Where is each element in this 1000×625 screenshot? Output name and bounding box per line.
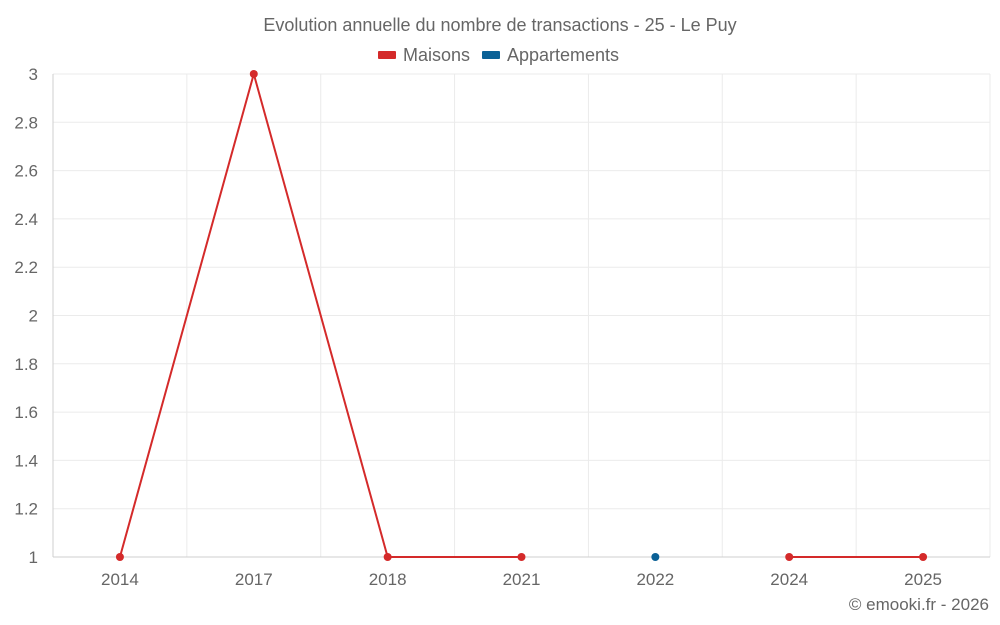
y-tick-label: 1 <box>29 548 38 567</box>
data-point-maisons[interactable] <box>383 553 392 561</box>
y-tick-label: 1.6 <box>14 403 38 422</box>
data-point-maisons[interactable] <box>785 553 794 561</box>
credit-text: © emooki.fr - 2026 <box>849 595 989 614</box>
y-tick-label: 1.8 <box>14 355 38 374</box>
y-tick-label: 1.2 <box>14 500 38 519</box>
x-tick-label: 2018 <box>369 570 407 589</box>
grid <box>52 73 991 557</box>
legend-swatch-appartements <box>482 51 500 59</box>
y-tick-label: 1.4 <box>14 451 38 470</box>
data-point-appartements[interactable] <box>651 553 660 561</box>
data-point-maisons[interactable] <box>249 70 258 78</box>
series <box>115 70 928 561</box>
legend-swatch-maisons <box>378 51 396 59</box>
data-point-maisons[interactable] <box>115 553 124 561</box>
x-tick-label: 2017 <box>235 570 273 589</box>
legend-item-maisons[interactable]: Maisons <box>378 45 470 65</box>
y-tick-label: 2.6 <box>14 162 38 181</box>
series-line-maisons <box>118 73 522 558</box>
x-axis-ticks: 2014 2017 2018 2021 2022 2024 2025 <box>101 570 942 589</box>
chart-title: Evolution annuelle du nombre de transact… <box>263 15 736 35</box>
y-tick-label: 2.2 <box>14 258 38 277</box>
x-tick-label: 2014 <box>101 570 139 589</box>
legend-label-maisons: Maisons <box>403 45 470 65</box>
data-point-maisons[interactable] <box>919 553 928 561</box>
y-tick-label: 2 <box>29 307 38 326</box>
y-tick-label: 3 <box>29 65 38 84</box>
legend-item-appartements[interactable]: Appartements <box>482 45 619 65</box>
x-tick-label: 2021 <box>503 570 541 589</box>
y-axis-ticks: 1 1.2 1.4 1.6 1.8 2 2.2 2.4 2.6 2.8 3 <box>14 65 38 567</box>
x-tick-label: 2025 <box>904 570 942 589</box>
data-point-maisons[interactable] <box>517 553 526 561</box>
x-tick-label: 2024 <box>770 570 808 589</box>
y-tick-label: 2.4 <box>14 210 38 229</box>
y-tick-label: 2.8 <box>14 113 38 132</box>
legend-label-appartements: Appartements <box>507 45 619 65</box>
x-tick-label: 2022 <box>636 570 674 589</box>
legend: Maisons Appartements <box>378 45 619 65</box>
